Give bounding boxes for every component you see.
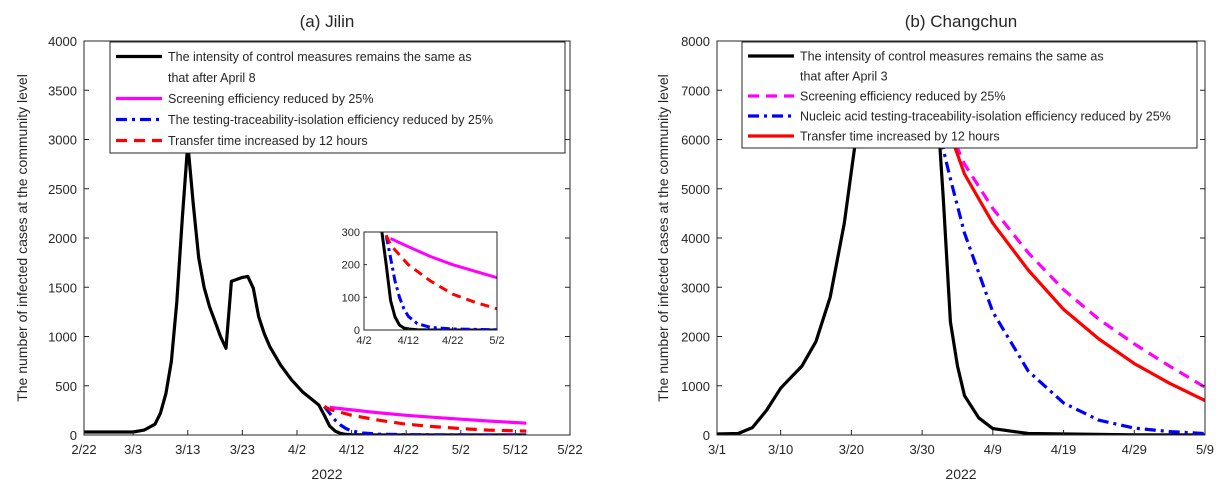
x-tick-label: 5/9 (1196, 442, 1214, 457)
legend: The intensity of control measures remain… (741, 41, 1198, 149)
y-tick-label: 7000 (681, 83, 710, 98)
x-tick-label: 4/22 (394, 442, 419, 457)
legend-label: that after April 8 (168, 71, 256, 85)
inset-y-tick-label: 0 (354, 325, 360, 337)
x-tick-label: 4/9 (984, 442, 1002, 457)
legend-label: that after April 3 (800, 70, 888, 84)
legend-label: Nucleic acid testing-traceability-isolat… (800, 110, 1171, 124)
y-tick-label: 8000 (681, 34, 710, 49)
legend-label: Transfer time increased by 12 hours (168, 134, 368, 148)
series-line-4 (934, 113, 1205, 402)
series-line-4 (323, 405, 527, 433)
inset-y-tick-label: 300 (342, 227, 360, 239)
series-group (84, 141, 527, 435)
y-tick-label: 3500 (48, 83, 77, 98)
inset-series-line-2 (389, 237, 497, 280)
y-tick-label: 2000 (48, 231, 77, 246)
x-tick-label: 5/12 (503, 442, 528, 457)
y-tick-label: 1000 (48, 330, 77, 345)
legend: The intensity of control measures remain… (109, 41, 566, 154)
x-tick-label: 3/13 (175, 442, 200, 457)
jilin-chart: (a) Jilin 2/22 3/3 3/13 3/23 4/2 4/12 4/22 5/2 5… (14, 12, 583, 482)
series-line-1 (84, 141, 527, 435)
y-tick-label: 4000 (681, 231, 710, 246)
x-tick-label: 4/12 (339, 442, 364, 457)
legend-label: Transfer time increased by 12 hours (800, 130, 1000, 144)
inset-series-group (380, 232, 497, 330)
inset-x-tick-label: 4/22 (442, 335, 463, 347)
y-tick-label: 2500 (48, 182, 77, 197)
y-tick-label: 6000 (681, 133, 710, 148)
legend-label: The intensity of control measures remain… (168, 50, 472, 64)
y-tick-label: 1000 (681, 379, 710, 394)
x-axis-label: 2022 (311, 466, 342, 482)
plot-area: 3/1 3/10 3/20 3/30 4/9 4/19 4/29 5/9 0 1000 2000 30… (681, 34, 1214, 457)
series-line-2 (329, 405, 527, 425)
y-tick-label: 1500 (48, 280, 77, 295)
inset-frame (363, 231, 498, 331)
y-tick-label: 0 (70, 428, 77, 443)
inset-x-tick-label: 4/12 (398, 335, 419, 347)
y-tick-label: 4000 (48, 34, 77, 49)
x-tick-label: 3/10 (768, 442, 793, 457)
y-tick-label: 5000 (681, 182, 710, 197)
x-tick-label: 3/20 (839, 442, 864, 457)
inset-chart: 4/2 4/12 4/22 5/2 0 100 200 300 (342, 227, 505, 347)
x-axis-label: 2022 (945, 466, 976, 482)
inset-y-tick-label: 200 (342, 260, 360, 272)
x-tick-label: 3/1 (708, 442, 726, 457)
y-tick-label: 3000 (681, 280, 710, 295)
inset-x-tick-label: 5/2 (489, 335, 504, 347)
y-tick-label: 0 (703, 428, 710, 443)
legend-label: The intensity of control measures remain… (800, 50, 1104, 64)
plot-area: 2/22 3/3 3/13 3/23 4/2 4/12 4/22 5/2 5/12 5/22 0 50… (48, 34, 583, 457)
y-tick-label: 500 (55, 379, 77, 394)
x-tick-label: 4/29 (1122, 442, 1147, 457)
legend-label: Screening efficiency reduced by 25% (800, 90, 1005, 104)
legend-box (741, 41, 1198, 149)
y-tick-label: 2000 (681, 330, 710, 345)
legend-box (109, 41, 566, 154)
legend-label: Screening efficiency reduced by 25% (168, 92, 373, 106)
y-axis-label: The number of infected cases at the comm… (655, 74, 671, 402)
x-tick-label: 3/23 (230, 442, 255, 457)
legend-label: The testing-traceability-isolation effic… (168, 113, 493, 127)
inset-x-tick-label: 4/2 (356, 335, 371, 347)
x-tick-label: 4/2 (288, 442, 306, 457)
x-tick-label: 5/22 (557, 442, 582, 457)
x-tick-label: 3/3 (124, 442, 142, 457)
inset-series-line-3 (384, 235, 497, 330)
chart-title: (a) Jilin (300, 12, 355, 31)
inset-y-tick-label: 100 (342, 292, 360, 304)
series-line-1 (717, 41, 1205, 435)
y-axis-label: The number of infected cases at the comm… (14, 74, 30, 402)
series-line-3 (934, 114, 1205, 435)
chart-title: (b) Changchun (905, 12, 1017, 31)
x-tick-label: 4/19 (1051, 442, 1076, 457)
x-tick-label: 2/22 (71, 442, 96, 457)
inset-series-line-1 (380, 232, 497, 330)
x-tick-label: 5/2 (452, 442, 470, 457)
y-tick-label: 3000 (48, 133, 77, 148)
changchun-chart: (b) Changchun 3/1 3/10 3/20 3/30 4/9 4/19 4/29… (655, 12, 1214, 482)
series-line-2 (934, 113, 1205, 389)
inset-series-line-4 (384, 234, 497, 311)
x-tick-label: 3/30 (909, 442, 934, 457)
